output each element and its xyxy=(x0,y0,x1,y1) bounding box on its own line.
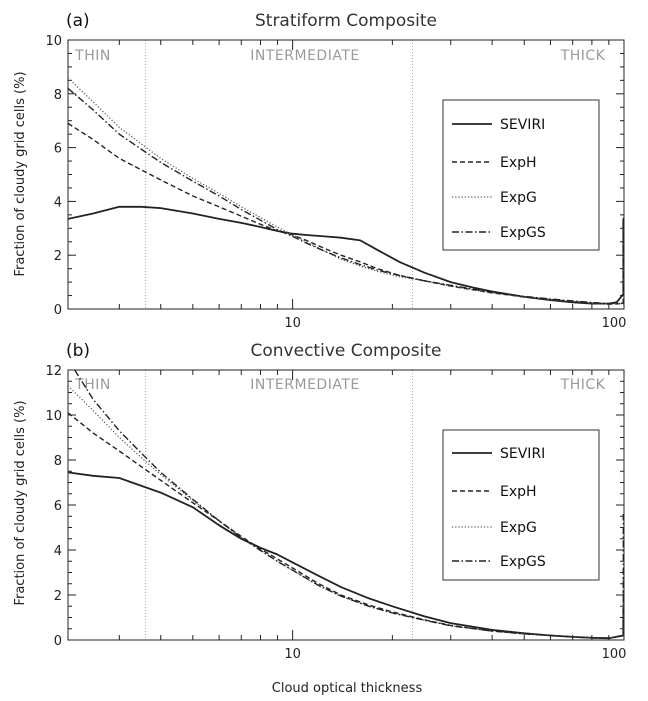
region-label-intermediate-b: INTERMEDIATE xyxy=(250,377,359,393)
y-axis-label-b: Fraction of cloudy grid cells (%) xyxy=(13,400,28,605)
y-tick-label-8-b: 8 xyxy=(54,454,62,469)
region-label-thick-a: THICK xyxy=(560,48,606,64)
region-label-thick-b: THICK xyxy=(560,377,606,393)
legend-box-a xyxy=(442,99,600,251)
y-tick-label-10-b: 10 xyxy=(45,409,62,424)
series-line-expgs-b xyxy=(74,370,624,639)
y-tick-label-4-b: 4 xyxy=(54,544,62,559)
series-line-exph-b xyxy=(68,412,624,639)
legend-label-expg-a: ExpG xyxy=(500,190,537,206)
panel-label-b: (b) xyxy=(66,341,90,361)
x-axis-label: Cloud optical thickness xyxy=(272,681,423,696)
legend-label-exph-b: ExpH xyxy=(500,484,537,500)
panel-b: (b) Convective Composite Fraction of clo… xyxy=(13,341,626,662)
series-line-expg-a xyxy=(68,77,624,305)
panel-a: (a) Stratiform Composite Fraction of clo… xyxy=(13,11,626,331)
y-axis-label-a: Fraction of cloudy grid cells (%) xyxy=(13,71,28,276)
x-tick-label-100-a: 100 xyxy=(602,316,627,331)
y-tick-label-0-a: 0 xyxy=(54,303,62,318)
region-label-thin-a: THIN xyxy=(74,48,111,64)
legend-b: SEVIRI ExpH ExpG ExpGS xyxy=(442,429,600,581)
legend-box-b xyxy=(442,429,600,581)
legend-label-exph-a: ExpH xyxy=(500,155,537,171)
legend-label-seviri-a: SEVIRI xyxy=(500,117,545,133)
y-tick-label-4-a: 4 xyxy=(54,195,62,210)
legend-label-seviri-b: SEVIRI xyxy=(500,446,545,462)
legend-a: SEVIRI ExpH ExpG ExpGS xyxy=(442,99,600,251)
y-tick-label-2-a: 2 xyxy=(54,249,62,264)
y-tick-label-10-a: 10 xyxy=(45,34,62,49)
x-tick-label-10-b: 10 xyxy=(284,647,301,662)
legend-label-expgs-b: ExpGS xyxy=(500,554,546,570)
x-tick-label-10-a: 10 xyxy=(284,316,301,331)
chart-title-a: Stratiform Composite xyxy=(255,11,437,31)
region-label-intermediate-a: INTERMEDIATE xyxy=(250,48,359,64)
y-tick-label-2-b: 2 xyxy=(54,589,62,604)
y-tick-label-6-b: 6 xyxy=(54,499,62,514)
series-line-expgs-a xyxy=(68,87,624,305)
y-tick-label-6-a: 6 xyxy=(54,142,62,157)
legend-label-expgs-a: ExpGS xyxy=(500,225,546,241)
y-tick-label-12-b: 12 xyxy=(45,364,62,379)
legend-label-expg-b: ExpG xyxy=(500,520,537,536)
region-label-thin-b: THIN xyxy=(74,377,111,393)
chart-title-b: Convective Composite xyxy=(251,341,442,361)
x-tick-label-100-b: 100 xyxy=(602,647,627,662)
panel-label-a: (a) xyxy=(66,11,90,31)
y-tick-label-0-b: 0 xyxy=(54,634,62,649)
y-tick-label-8-a: 8 xyxy=(54,88,62,103)
